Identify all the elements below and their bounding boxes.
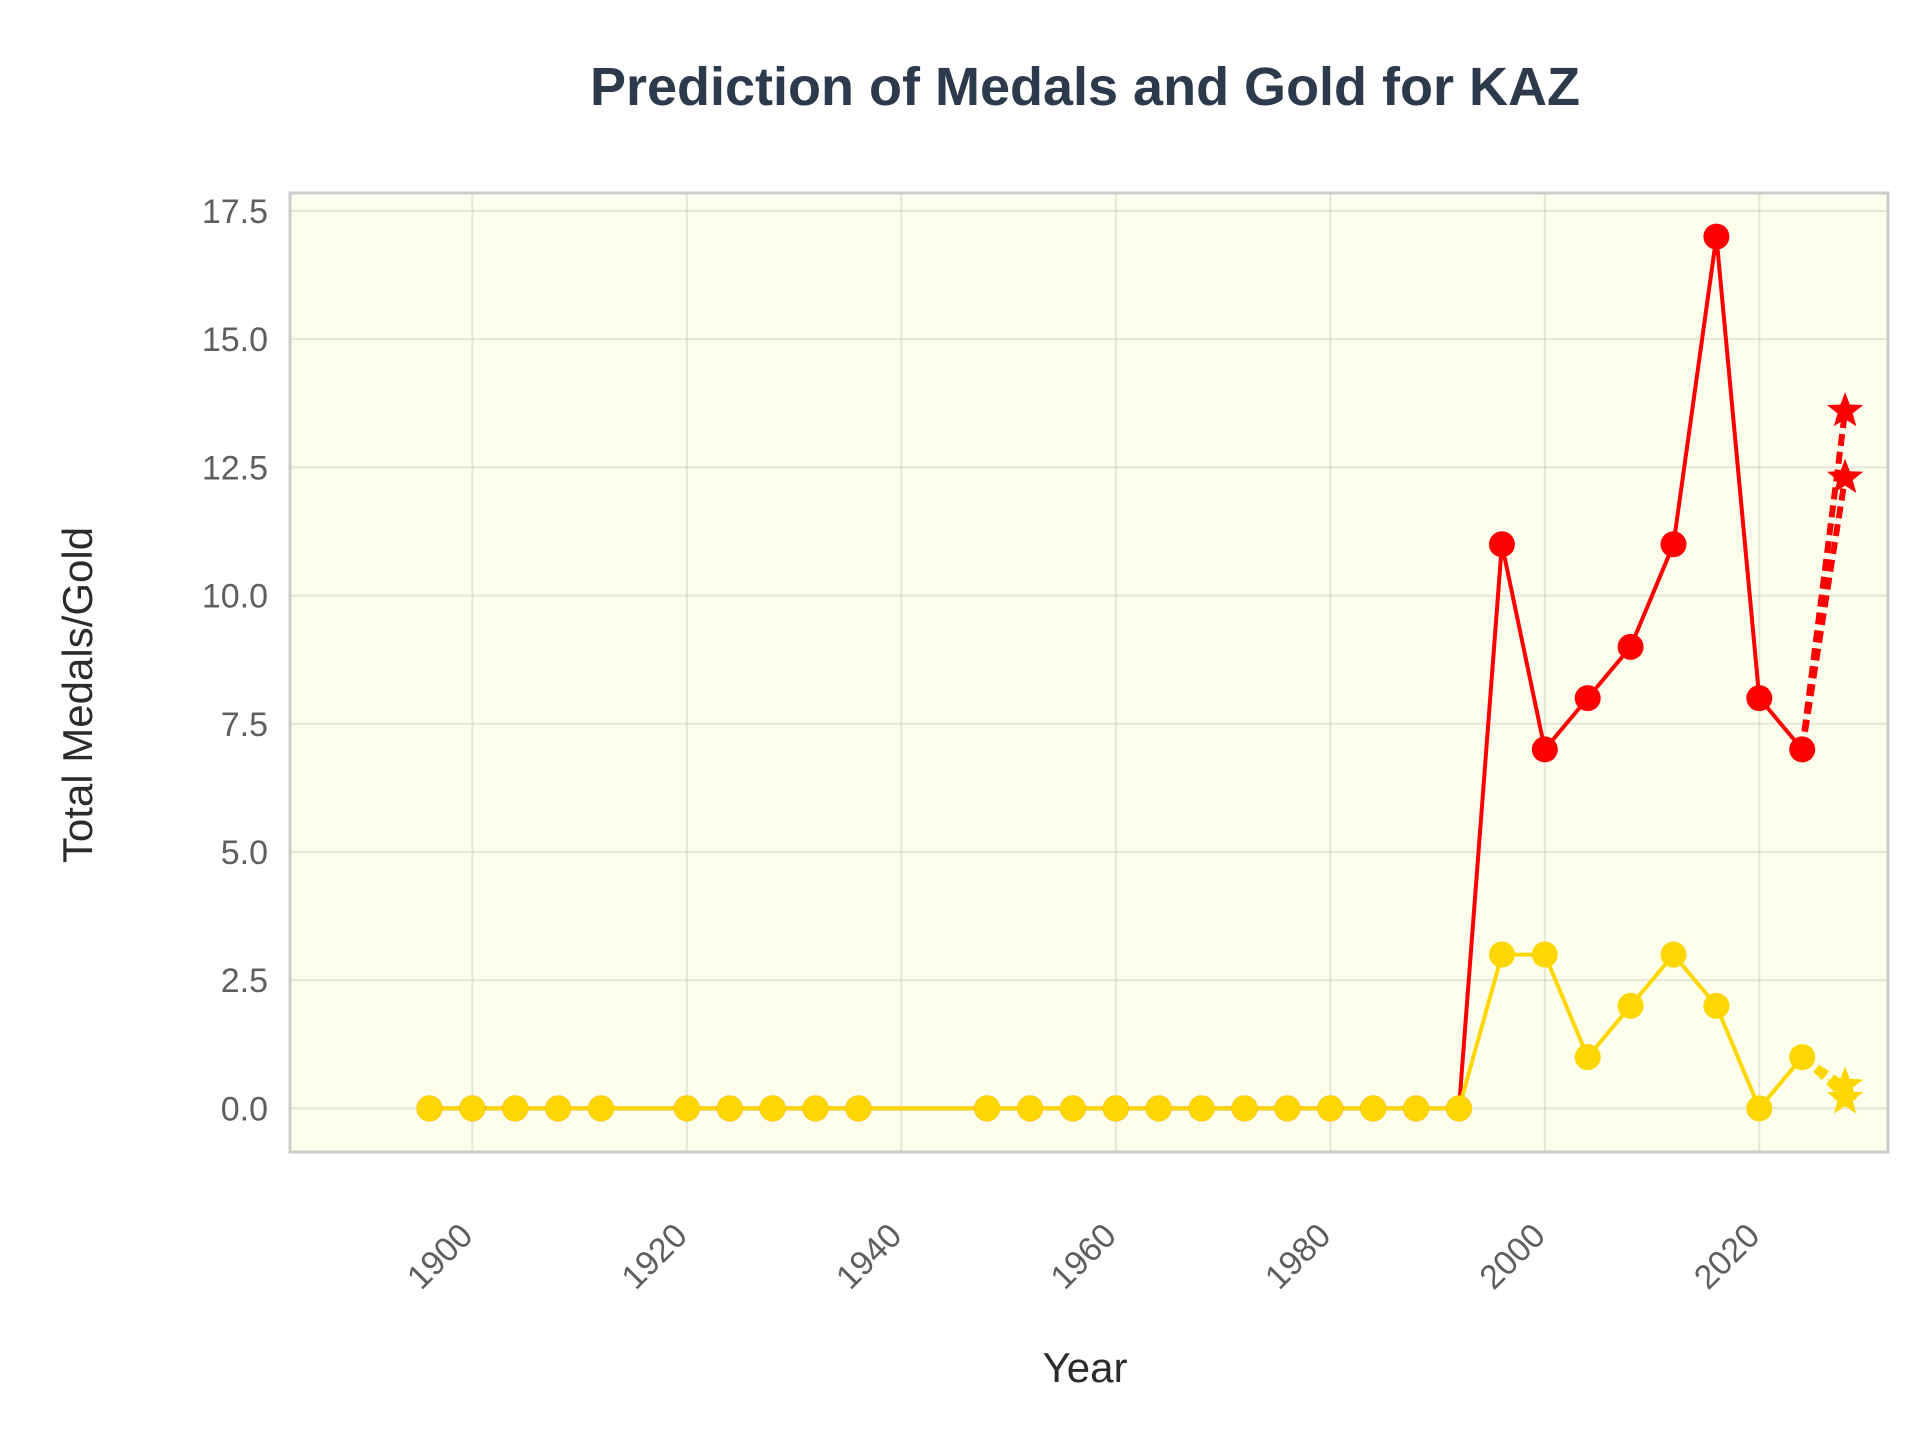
data-point xyxy=(1574,685,1601,712)
data-point xyxy=(1145,1095,1172,1122)
prediction-star-marker xyxy=(1827,1066,1864,1101)
chart-title: Prediction of Medals and Gold for KAZ xyxy=(590,57,1580,117)
x-axis-label: Year xyxy=(1043,1344,1128,1391)
prediction-star-marker xyxy=(1827,392,1864,427)
y-tick-label: 7.5 xyxy=(221,706,268,744)
data-point xyxy=(1488,531,1515,558)
data-point xyxy=(1531,736,1558,763)
data-point xyxy=(1789,1044,1816,1071)
y-tick-label: 12.5 xyxy=(202,449,268,487)
data-point xyxy=(1789,736,1816,763)
plot-frame xyxy=(288,191,1890,1154)
x-tick-label: 2020 xyxy=(1687,1216,1767,1296)
grid-lines xyxy=(290,193,1888,1152)
x-tick-label: 2000 xyxy=(1472,1216,1552,1296)
data-point xyxy=(1059,1095,1086,1122)
data-point xyxy=(1746,1095,1773,1122)
y-tick-label: 2.5 xyxy=(221,962,268,1000)
prediction-star-marker xyxy=(1827,1079,1864,1114)
data-point xyxy=(1017,1095,1044,1122)
y-tick-labels: 0.0 2.5 5.0 7.5 10.0 12.5 15.0 17.5 xyxy=(202,193,268,1128)
data-point xyxy=(502,1095,529,1122)
data-point xyxy=(416,1095,443,1122)
data-point xyxy=(802,1095,829,1122)
data-point xyxy=(1231,1095,1258,1122)
data-point xyxy=(1446,1095,1473,1122)
x-tick-label: 1960 xyxy=(1043,1216,1123,1296)
data-point xyxy=(1360,1095,1387,1122)
y-axis-label: Total Medals/Gold xyxy=(54,527,101,863)
x-tick-labels: 1900 1920 1940 1960 1980 2000 2020 xyxy=(400,1216,1767,1296)
plot-area xyxy=(290,193,1888,1152)
y-tick-label: 15.0 xyxy=(202,321,268,359)
data-point xyxy=(974,1095,1001,1122)
data-point xyxy=(1617,633,1644,660)
data-point xyxy=(1488,941,1515,968)
data-point xyxy=(1531,941,1558,968)
data-point xyxy=(1274,1095,1301,1122)
y-tick-label: 0.0 xyxy=(221,1090,268,1128)
data-point xyxy=(588,1095,615,1122)
prediction-star-marker xyxy=(1827,458,1864,493)
y-tick-label: 5.0 xyxy=(221,834,268,872)
x-tick-label: 1900 xyxy=(400,1216,480,1296)
data-point xyxy=(1660,531,1687,558)
data-point xyxy=(545,1095,572,1122)
data-point xyxy=(1703,992,1730,1019)
data-point xyxy=(1703,223,1730,250)
data-point xyxy=(1102,1095,1129,1122)
data-point xyxy=(1660,941,1687,968)
y-tick-label: 10.0 xyxy=(202,578,268,616)
data-point xyxy=(716,1095,743,1122)
data-point xyxy=(1617,992,1644,1019)
data-point xyxy=(1746,685,1773,712)
data-point xyxy=(673,1095,700,1122)
data-point xyxy=(759,1095,786,1122)
data-point xyxy=(1403,1095,1430,1122)
x-tick-label: 1940 xyxy=(829,1216,909,1296)
data-point xyxy=(845,1095,872,1122)
data-point xyxy=(459,1095,486,1122)
y-tick-label: 17.5 xyxy=(202,193,268,231)
data-point xyxy=(1574,1044,1601,1071)
data-point xyxy=(1188,1095,1215,1122)
x-tick-label: 1920 xyxy=(614,1216,694,1296)
x-tick-label: 1980 xyxy=(1258,1216,1338,1296)
data-point xyxy=(1317,1095,1344,1122)
prediction-dashed-line xyxy=(1799,410,1849,750)
data-markers xyxy=(416,223,1864,1122)
